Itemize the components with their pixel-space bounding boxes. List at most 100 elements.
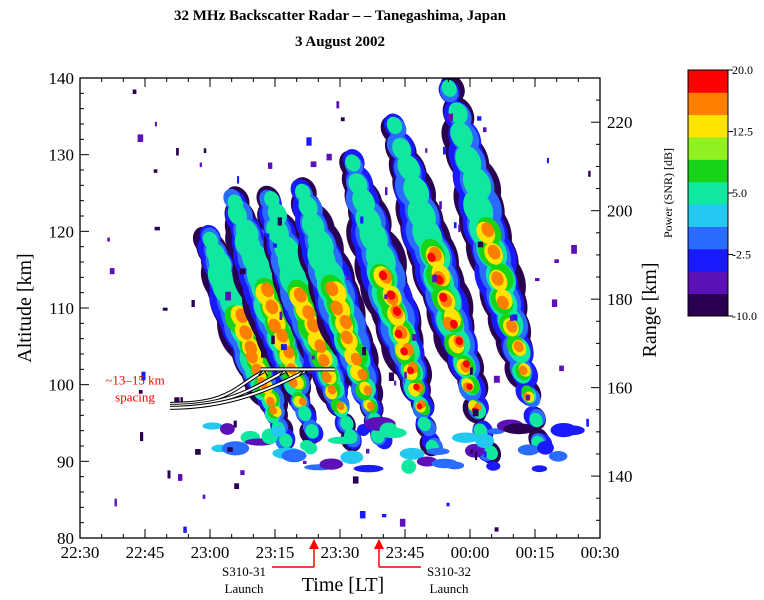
echo-contour <box>529 412 543 428</box>
echo-speck <box>203 148 207 154</box>
echo-contour <box>220 423 235 435</box>
echo-speck <box>551 299 558 307</box>
chart-title: 32 MHz Backscatter Radar – – Tanegashima… <box>174 8 507 24</box>
echo-speck <box>191 300 195 308</box>
echo-contour <box>340 416 354 431</box>
echo-contour <box>491 271 504 286</box>
echo-speck <box>233 420 237 428</box>
echo-contour <box>531 465 548 473</box>
spacing-arrow <box>169 370 306 409</box>
echo-speck <box>366 448 370 454</box>
echo-speck <box>439 201 442 210</box>
echo-data-layer <box>107 78 591 533</box>
echo-contour <box>466 383 473 391</box>
echo-speck <box>109 268 115 275</box>
echo-contour <box>417 416 431 432</box>
echo-speck <box>447 113 453 121</box>
echo-contour <box>319 458 344 470</box>
echo-contour <box>441 79 457 97</box>
colorbar-label: Power (SNR) [dB] <box>661 148 675 238</box>
echo-speck <box>154 226 160 231</box>
y-left-tick-label: 110 <box>49 299 74 318</box>
echo-speck <box>326 153 332 161</box>
echo-contour <box>239 325 253 340</box>
colorbar-swatch <box>688 293 728 317</box>
x-tick-label: 23:00 <box>191 543 230 562</box>
echo-speck <box>303 460 307 464</box>
echo-contour <box>340 330 353 345</box>
echo-speck <box>138 390 143 394</box>
echo-contour <box>518 365 528 376</box>
echo-speck <box>167 470 171 479</box>
echo-speck <box>261 348 267 358</box>
echo-contour <box>426 447 450 455</box>
x-tick-label: 23:15 <box>256 543 295 562</box>
echo-speck <box>384 294 388 300</box>
chart-subtitle: 3 August 2002 <box>295 34 385 50</box>
echo-contour <box>392 137 412 160</box>
echo-speck <box>472 409 479 417</box>
echo-speck <box>446 502 450 507</box>
echo-contour <box>386 290 396 300</box>
colorbar: 20.0 12.5 5.0 -2.5 -10.0 <box>687 63 757 323</box>
launch-label: Launch <box>430 581 469 596</box>
echo-contour <box>276 328 289 343</box>
echo-speck <box>559 365 564 372</box>
colorbar-swatch <box>688 92 728 116</box>
echo-contour <box>413 383 420 391</box>
colorbar-swatch <box>688 159 728 183</box>
echo-contour <box>416 403 423 410</box>
echo-speck <box>271 335 275 345</box>
echo-speck <box>525 395 530 401</box>
echo-speck <box>268 162 273 169</box>
echo-contour <box>427 252 436 263</box>
echo-contour <box>260 282 274 298</box>
echo-contour <box>379 427 407 439</box>
echo-contour <box>345 154 361 172</box>
echo-contour <box>302 305 315 320</box>
echo-speck <box>494 527 499 532</box>
echo-speck <box>470 449 473 454</box>
echo-contour <box>330 300 344 316</box>
y-right-tick-label: 140 <box>607 467 633 486</box>
echo-contour <box>305 424 319 439</box>
colorbar-swatch <box>688 181 728 205</box>
echo-speck <box>360 216 364 224</box>
y-left-tick-label: 80 <box>57 529 74 548</box>
echo-speck <box>174 397 180 404</box>
echo-speck <box>199 162 202 168</box>
echo-speck <box>162 307 168 311</box>
colorbar-swatch <box>688 70 728 93</box>
echo-speck <box>425 148 428 153</box>
launch-marker-arrowhead <box>309 539 319 549</box>
x-tick-label: 23:30 <box>321 543 360 562</box>
echo-speck <box>388 372 394 381</box>
echo-speck <box>510 315 513 321</box>
echo-speck <box>483 127 487 133</box>
echo-contour <box>401 459 417 474</box>
echo-speck <box>176 148 179 156</box>
echo-contour <box>399 447 425 460</box>
echo-contour <box>450 319 458 329</box>
echo-speck <box>183 526 187 533</box>
echo-speck <box>477 241 484 248</box>
echo-contour <box>298 406 312 421</box>
spacing-arrow <box>169 370 286 407</box>
echo-speck <box>306 137 312 146</box>
axes-layer: 22:30 22:45 23:00 23:15 23:30 23:45 00:00 00:15… <box>49 69 633 562</box>
echo-speck <box>266 233 270 239</box>
echo-speck <box>140 432 144 442</box>
echo-speck <box>154 121 157 127</box>
colorbar-swatch <box>688 204 728 227</box>
echo-speck <box>475 451 478 460</box>
echo-contour <box>306 318 320 333</box>
x-tick-label: 22:30 <box>61 543 100 562</box>
y-left-tick-label: 140 <box>49 69 75 88</box>
echo-speck <box>107 237 110 242</box>
echo-contour <box>339 314 353 330</box>
echo-speck <box>240 268 246 275</box>
echo-contour <box>452 432 480 443</box>
echo-speck <box>404 371 407 379</box>
echo-speck <box>153 169 158 173</box>
echo-speck <box>535 278 540 282</box>
